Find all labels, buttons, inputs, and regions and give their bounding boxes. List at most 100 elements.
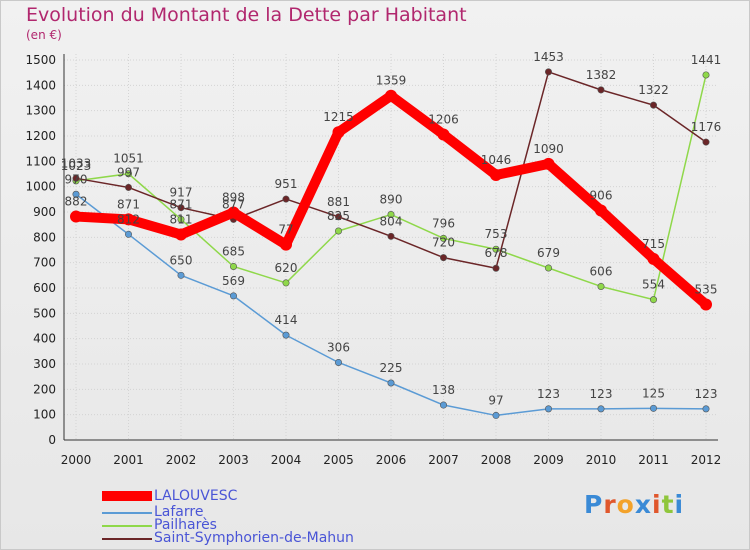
y-tick-label: 800 (33, 230, 56, 244)
data-label: 535 (695, 282, 718, 296)
data-point (177, 271, 185, 279)
data-label: 138 (432, 383, 455, 397)
data-label: 811 (170, 213, 193, 227)
logo-letter: i (674, 490, 685, 519)
chart-title: Evolution du Montant de la Dette par Hab… (26, 4, 467, 26)
data-point (649, 296, 657, 304)
x-tick-label: 2003 (218, 453, 249, 467)
legend-label: Lafarre (154, 504, 204, 520)
data-label: 825 (327, 209, 350, 223)
data-point (492, 411, 500, 419)
data-point (492, 245, 500, 253)
data-point (122, 213, 135, 226)
data-label: 123 (695, 387, 718, 401)
logo-letter: i (652, 490, 662, 519)
y-tick-label: 300 (33, 357, 56, 371)
data-point (597, 86, 605, 94)
y-tick-label: 1400 (25, 78, 56, 92)
data-label: 123 (590, 387, 613, 401)
chart-subtitle: (en €) (26, 28, 62, 42)
data-label: 1359 (376, 74, 407, 88)
data-point (230, 262, 238, 270)
data-point (387, 379, 395, 387)
x-tick-label: 2001 (113, 453, 144, 467)
proxiti-logo: Proxiti (584, 490, 684, 519)
y-tick-label: 1000 (25, 180, 56, 194)
data-label: 1023 (61, 159, 92, 173)
data-point (649, 404, 657, 412)
data-label: 881 (327, 195, 350, 209)
y-tick-label: 400 (33, 332, 56, 346)
data-point (387, 211, 395, 219)
data-label: 882 (65, 195, 88, 209)
data-point (439, 254, 447, 262)
data-label: 414 (275, 313, 298, 327)
data-label: 804 (380, 214, 403, 228)
logo-letter: o (616, 490, 635, 519)
data-label: 997 (117, 165, 140, 179)
data-label: 917 (170, 186, 193, 200)
data-label: 125 (642, 386, 665, 400)
data-label: 1046 (481, 153, 512, 167)
data-point (177, 215, 185, 223)
data-label: 812 (117, 212, 140, 226)
data-point (280, 238, 292, 251)
data-point (72, 190, 80, 198)
data-point (649, 101, 657, 109)
data-point (647, 252, 660, 265)
data-label: 1441 (691, 53, 722, 67)
data-label: 225 (380, 361, 403, 375)
data-point (125, 183, 133, 191)
y-tick-label: 200 (33, 382, 56, 396)
data-label: 951 (275, 177, 298, 191)
data-label: 123 (537, 387, 560, 401)
x-tick-label: 2008 (481, 453, 512, 467)
data-point (439, 234, 447, 242)
data-label: 685 (222, 244, 245, 258)
y-tick-label: 900 (33, 205, 56, 219)
y-tick-label: 1200 (25, 129, 56, 143)
legend-label: LALOUVESC (154, 488, 238, 504)
data-label: 720 (432, 236, 455, 250)
x-tick-label: 2010 (586, 453, 617, 467)
logo-letter: r (603, 490, 617, 519)
data-point (437, 128, 450, 141)
data-label: 620 (275, 261, 298, 275)
data-label: 906 (590, 188, 613, 202)
data-label: 554 (642, 278, 665, 292)
data-point (282, 195, 290, 203)
logo-letter: x (634, 490, 652, 519)
data-point (490, 169, 502, 182)
x-tick-label: 2007 (428, 453, 459, 467)
data-label: 306 (327, 340, 350, 354)
logo-letter: P (584, 490, 604, 519)
data-point (334, 227, 342, 235)
data-label: 753 (485, 227, 508, 241)
data-point (542, 157, 555, 170)
data-point (544, 405, 552, 413)
data-point (72, 174, 80, 182)
data-point (334, 358, 342, 366)
y-tick-label: 1300 (25, 104, 56, 118)
data-label: 606 (590, 264, 613, 278)
data-point (125, 170, 133, 178)
data-point (227, 206, 240, 219)
data-label: 1051 (113, 152, 144, 166)
data-label: 1206 (428, 112, 459, 126)
data-point (175, 228, 187, 241)
data-point (702, 405, 710, 413)
data-label: 871 (117, 197, 140, 211)
x-tick-label: 2000 (61, 453, 92, 467)
data-label: 1322 (638, 83, 669, 97)
legend-swatch (102, 512, 152, 514)
y-tick-label: 600 (33, 281, 56, 295)
data-point (332, 126, 345, 139)
y-tick-label: 700 (33, 256, 56, 270)
y-tick-label: 500 (33, 306, 56, 320)
y-tick-label: 1100 (25, 154, 56, 168)
data-label: 650 (170, 253, 193, 267)
data-point (387, 232, 395, 240)
data-label: 796 (432, 216, 455, 230)
legend-label: Saint-Symphorien-de-Mahun (154, 530, 354, 546)
